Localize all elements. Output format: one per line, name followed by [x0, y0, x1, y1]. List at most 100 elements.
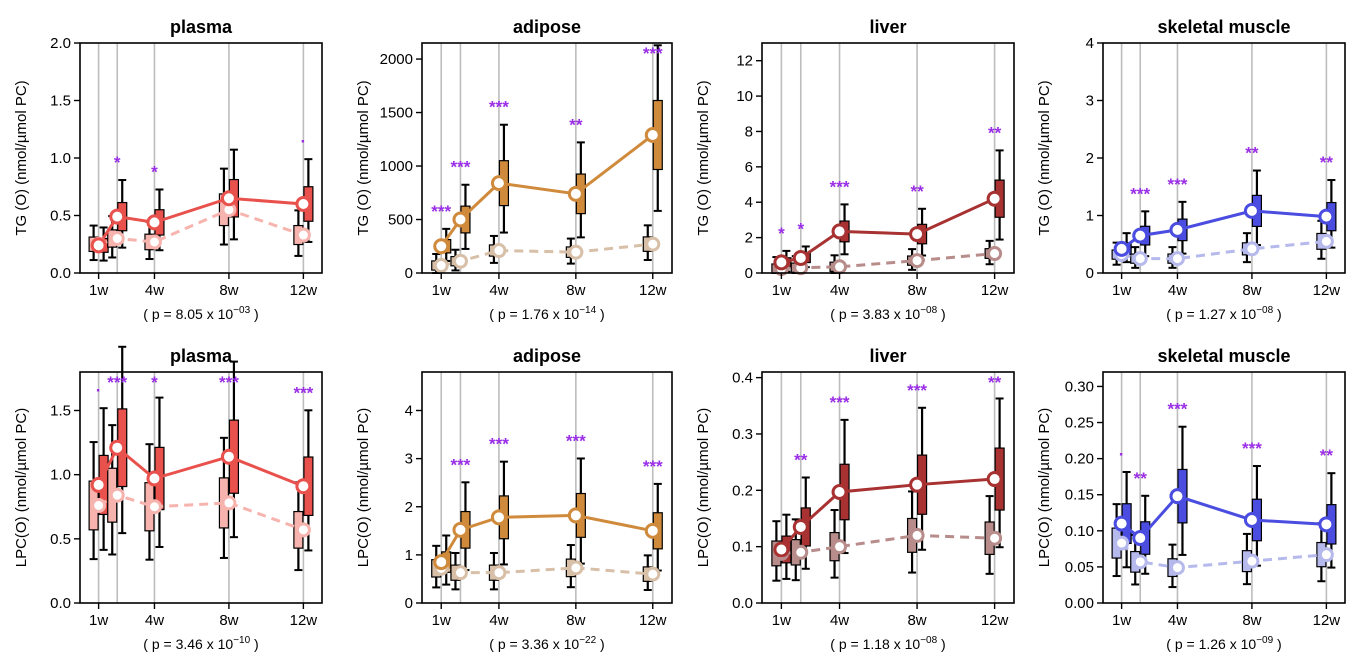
x-tick-label: 8w	[1242, 282, 1261, 299]
x-tick-label: 1w	[772, 282, 791, 299]
control-mean-point	[491, 243, 507, 259]
x-tick-label: 1w	[89, 612, 108, 629]
x-tick-label: 1w	[89, 282, 108, 299]
p-value-label: ( p = 3.36 x 10−22 )	[489, 635, 604, 652]
y-tick-label: 4	[1086, 35, 1094, 52]
control-mean-line	[1120, 542, 1327, 570]
control-mean-point	[1114, 535, 1130, 551]
treatment-mean-point	[909, 476, 926, 493]
y-tick-label: 1.0	[50, 150, 71, 167]
x-tick-label: 4w	[1168, 612, 1187, 629]
control-mean-point	[221, 495, 237, 511]
significance-marker: ***	[907, 381, 927, 400]
x-tick-label: 1w	[1112, 612, 1131, 629]
control-mean-point	[568, 244, 584, 260]
significance-marker: ***	[451, 455, 471, 474]
control-mean-line	[440, 566, 653, 576]
control-mean-point	[295, 227, 311, 243]
treatment-mean-point	[986, 471, 1003, 488]
significance-marker: ***	[830, 393, 850, 412]
treatment-mean-point	[792, 249, 809, 266]
y-tick-label: 10	[736, 88, 753, 105]
p-value-label: ( p = 1.26 x 10−09 )	[1166, 635, 1281, 652]
treatment-mean-point	[109, 439, 126, 456]
treatment-mean-point	[644, 522, 661, 539]
y-tick-label: 0.25	[1065, 415, 1094, 432]
control-mean-point	[146, 499, 162, 515]
y-tick-label: 2	[405, 499, 413, 516]
panel-title: adipose	[513, 17, 581, 37]
treatment-mean-point	[831, 223, 848, 240]
treatment-mean-point	[1318, 208, 1335, 225]
significance-marker: **	[1320, 153, 1334, 172]
control-mean-point	[1318, 547, 1334, 563]
y-tick-label: 3	[405, 451, 413, 468]
control-mean-point	[909, 253, 925, 269]
y-axis-label: LPC(O) (nmol/µmol PC)	[695, 408, 712, 568]
significance-marker: *	[151, 373, 158, 392]
y-axis-label: LPC(O) (nmol/µmol PC)	[1036, 408, 1053, 568]
y-tick-label: 0.00	[1065, 595, 1094, 612]
x-tick-label: 1w	[1112, 282, 1131, 299]
x-tick-label: 12w	[639, 282, 667, 299]
plot-frame	[761, 42, 1015, 274]
y-tick-label: 2	[745, 230, 753, 247]
x-tick-label: 12w	[639, 612, 667, 629]
treatment-mean-point	[1169, 221, 1186, 238]
x-tick-label: 4w	[1168, 282, 1187, 299]
treatment-mean-line	[1120, 209, 1327, 251]
x-tick-label: 8w	[1242, 612, 1261, 629]
y-axis-label: TG (O) (nmol/µmol PC)	[695, 80, 712, 235]
y-tick-label: 2.0	[50, 35, 71, 52]
control-mean-point	[568, 560, 584, 576]
control-mean-point	[987, 246, 1003, 262]
y-tick-label: 2000	[380, 51, 413, 68]
y-tick-label: 0.5	[50, 208, 71, 225]
control-mean-point	[645, 236, 661, 252]
panel-title: skeletal muscle	[1157, 346, 1290, 366]
y-tick-label: 12	[736, 53, 753, 70]
panel-title: skeletal muscle	[1157, 17, 1290, 37]
control-mean-point	[433, 258, 449, 274]
x-tick-label: 8w	[219, 282, 238, 299]
control-mean-line	[781, 252, 995, 271]
x-tick-label: 4w	[489, 282, 508, 299]
y-tick-label: 1.5	[50, 403, 71, 420]
p-value-label: ( p = 1.27 x 10−08 )	[1166, 305, 1281, 322]
control-mean-line	[97, 493, 304, 532]
significance-marker: *	[114, 153, 121, 172]
control-mean-point	[452, 253, 468, 269]
treatment-mean-point	[295, 478, 312, 495]
significance-marker: *	[797, 219, 804, 238]
control-mean-point	[1169, 560, 1185, 576]
treatment-mean-point	[220, 448, 237, 465]
treatment-mean-point	[1169, 488, 1186, 505]
y-tick-label: 0.0	[50, 595, 71, 612]
plot-frame	[421, 371, 673, 604]
significance-marker: ***	[107, 373, 127, 392]
panel-1: plasma * * · 0.0 0.5 1.0 1.5 2.0 1w 4w 8w 12w TG (O) …	[13, 17, 323, 322]
significance-marker: ***	[219, 373, 239, 392]
control-mean-point	[1244, 553, 1260, 569]
significance-marker: ***	[1242, 439, 1262, 458]
panel-5: plasma· *** * ******0.00.51.01.51w 4w 8w 12wLP…	[13, 345, 323, 652]
significance-marker: ***	[489, 98, 509, 117]
y-tick-label: 1	[1086, 208, 1094, 225]
significance-marker: ***	[643, 457, 663, 476]
treatment-mean-line	[97, 445, 304, 488]
treatment-mean-point	[1113, 515, 1130, 532]
plot-frame	[761, 371, 1015, 604]
p-value-label: ( p = 1.76 x 10−14 )	[489, 305, 604, 322]
x-tick-label: 8w	[907, 612, 926, 629]
treatment-mean-point	[433, 554, 450, 571]
y-tick-label: 0.15	[1065, 487, 1094, 504]
treatment-mean-point	[220, 190, 237, 207]
panel-title: plasma	[170, 17, 233, 37]
y-tick-label: 6	[745, 159, 753, 176]
x-tick-label: 8w	[219, 612, 238, 629]
significance-marker: ***	[830, 177, 850, 196]
control-mean-point	[452, 565, 468, 581]
y-axis-label: LPC(O) (nmol/µmol PC)	[355, 408, 372, 568]
control-mean-point	[832, 539, 848, 555]
